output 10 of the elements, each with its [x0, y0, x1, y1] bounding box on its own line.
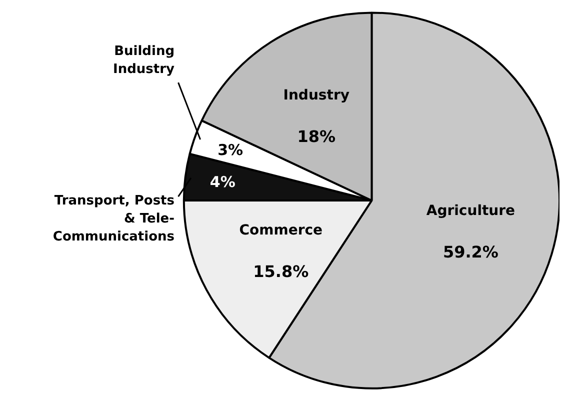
slice-label: Commerce [239, 222, 323, 239]
slice-label: Industry [283, 88, 350, 104]
data-label: 15.8% [253, 262, 309, 281]
slice-label: Transport, Posts & Tele-Communications [52, 193, 175, 244]
slice-label: Agriculture [426, 203, 516, 220]
data-label: 4% [210, 172, 236, 191]
data-label: 59.2% [442, 242, 498, 262]
slice-label: Building Industry [113, 44, 176, 77]
data-label: 18% [297, 127, 336, 146]
data-label: 3% [218, 141, 244, 160]
